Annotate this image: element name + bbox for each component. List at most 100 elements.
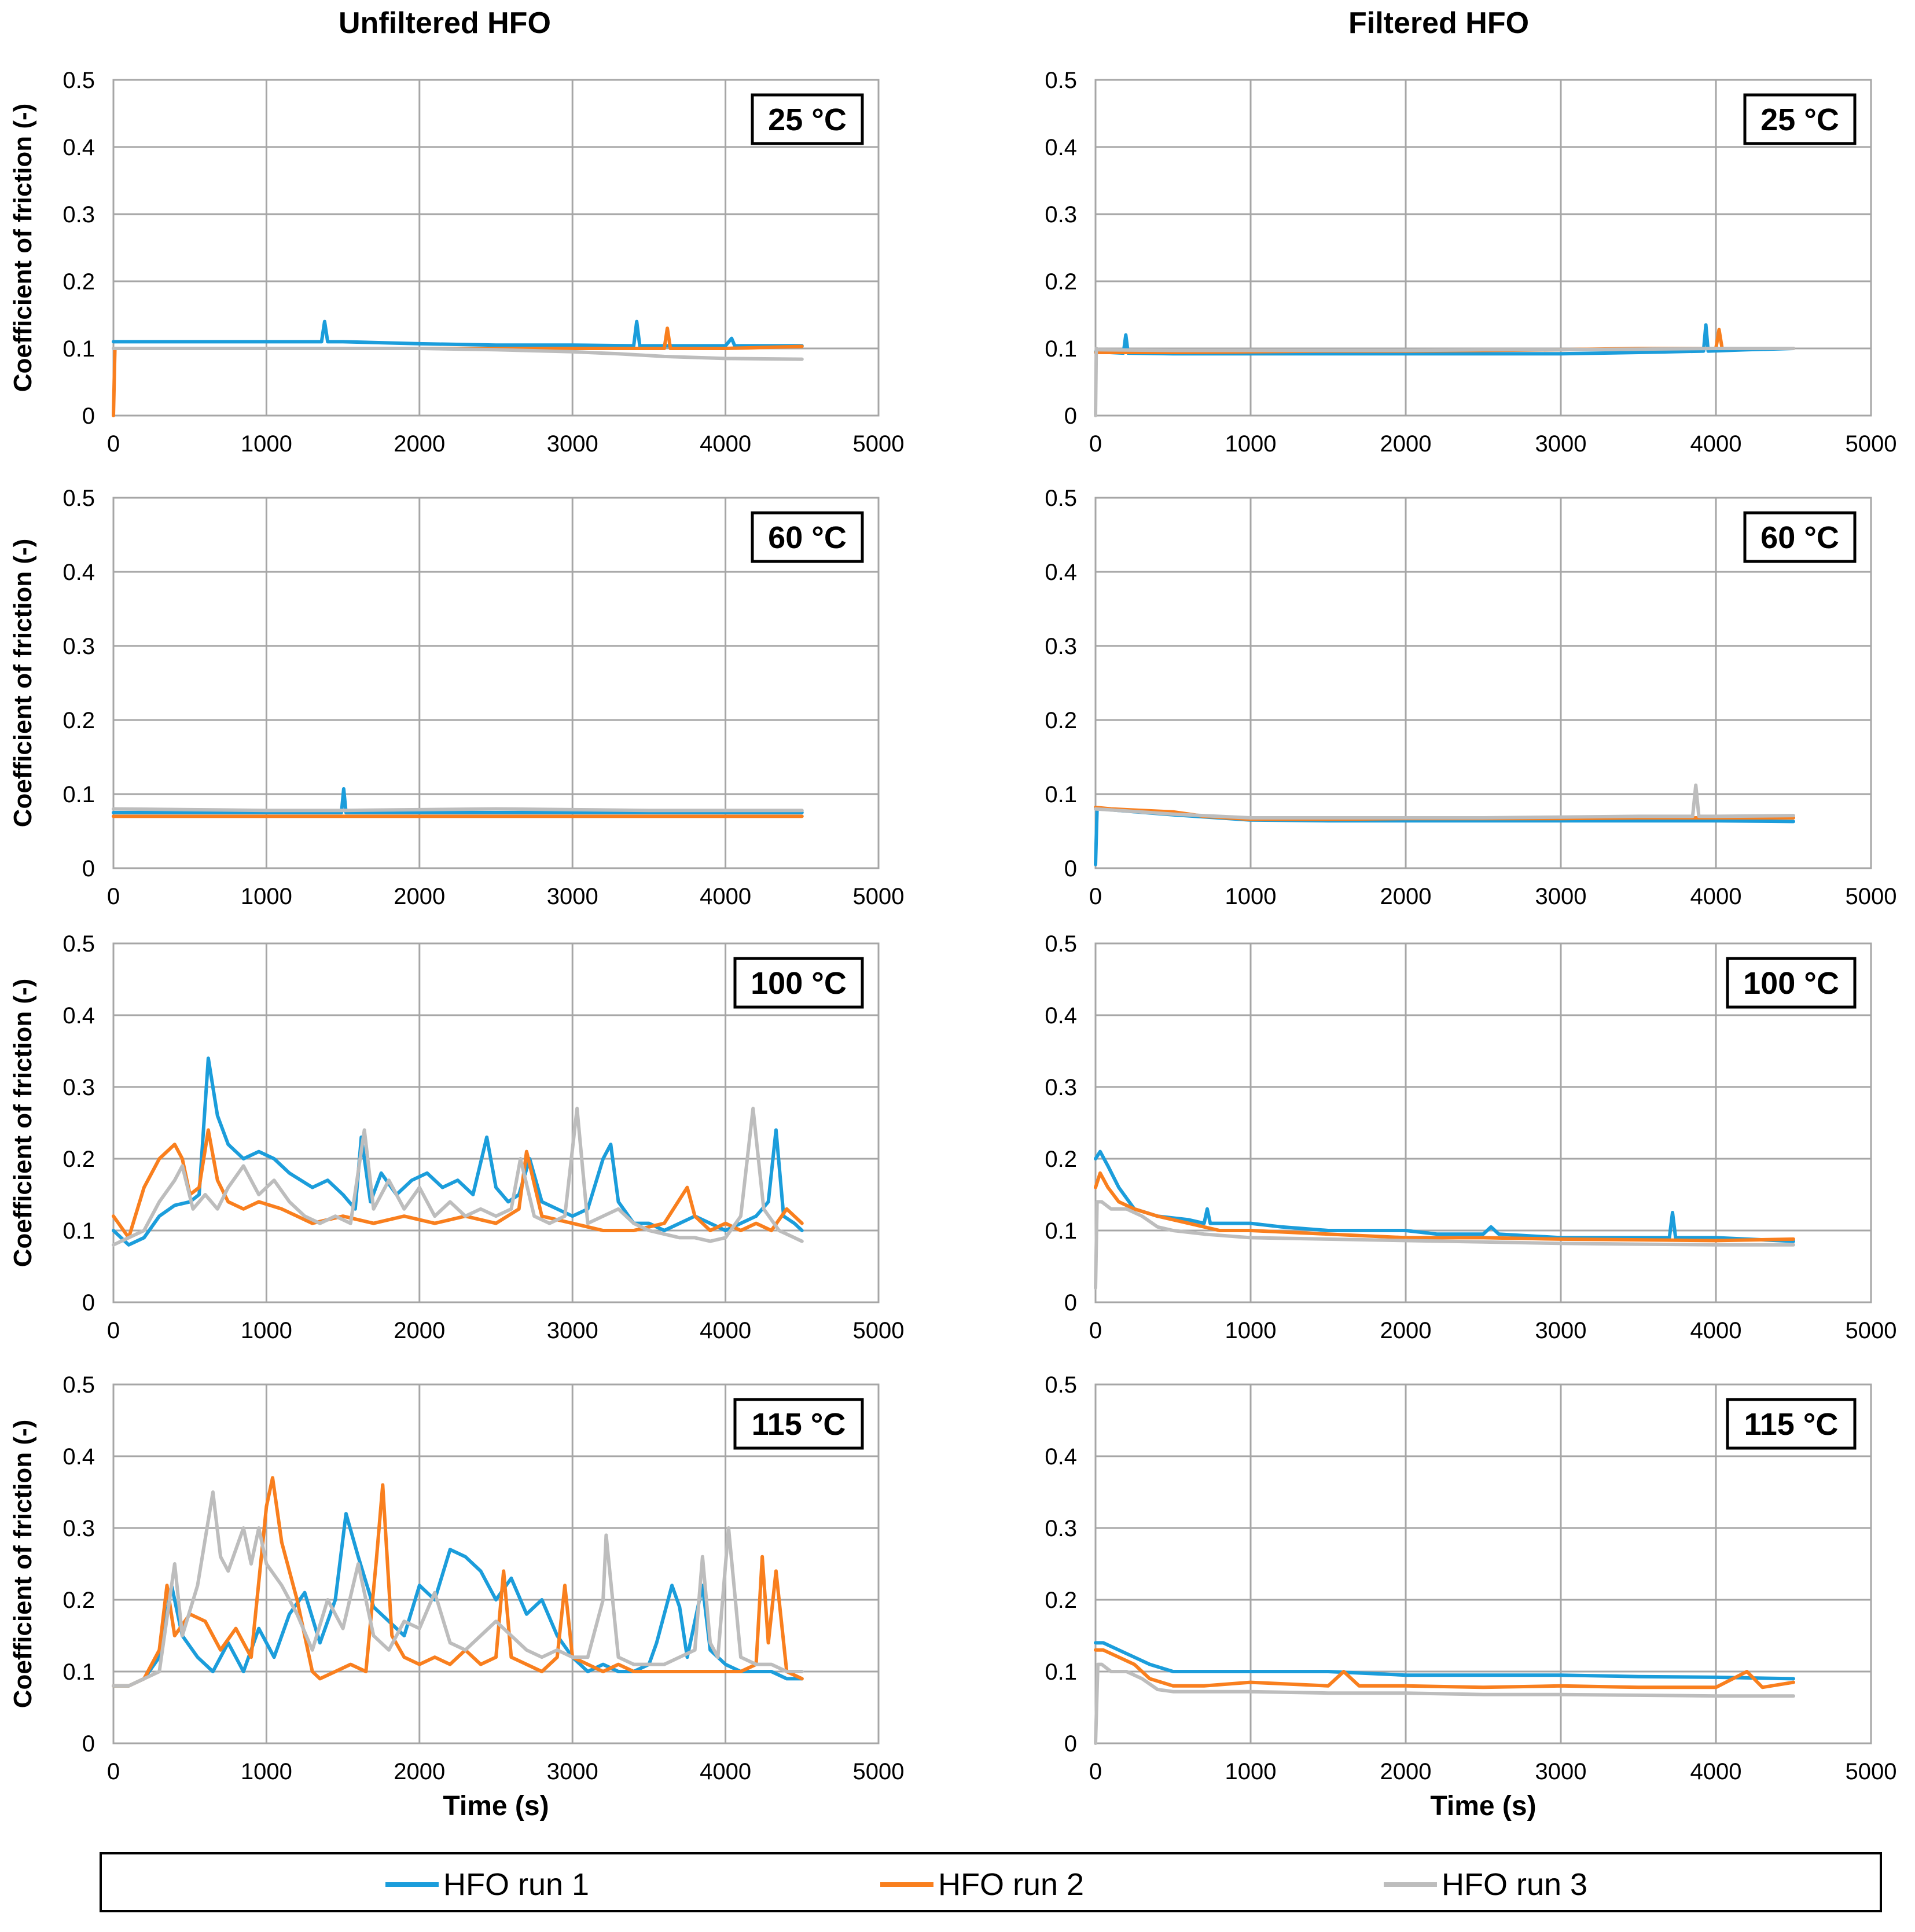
y-tick-label: 0.4 bbox=[63, 1003, 95, 1029]
y-axis-title: Coefficient of friction (-) bbox=[9, 1420, 37, 1709]
y-tick-label: 0 bbox=[82, 403, 95, 429]
x-tick-label: 0 bbox=[107, 431, 120, 457]
chart-panel-2: 0 1000 2000 3000 4000 5000 0 0.1 0.2 0.3 0.4 0.5 25 … bbox=[1045, 68, 1896, 457]
y-tick-label: 0.4 bbox=[1045, 560, 1077, 585]
x-tick-label: 2000 bbox=[394, 884, 445, 909]
y-tick-label: 0.2 bbox=[1045, 708, 1077, 733]
y-tick-label: 0.5 bbox=[63, 1372, 95, 1398]
x-tick-label: 4000 bbox=[700, 1318, 751, 1343]
temperature-label: 100 °C bbox=[1743, 966, 1839, 1001]
temperature-label: 115 °C bbox=[752, 1407, 846, 1442]
y-tick-label: 0.5 bbox=[1045, 931, 1077, 957]
y-tick-label: 0.3 bbox=[1045, 202, 1077, 227]
series-line-run-3 bbox=[1094, 1662, 1795, 1745]
temperature-badge bbox=[733, 1398, 864, 1450]
y-tick-label: 0.2 bbox=[63, 269, 95, 295]
y-tick-label: 0.3 bbox=[63, 202, 95, 227]
temperature-badge bbox=[751, 93, 864, 145]
series-line-run-3 bbox=[112, 347, 804, 361]
y-tick-label: 0.1 bbox=[1045, 336, 1077, 362]
plot-area bbox=[1094, 497, 1872, 869]
y-tick-label: 0.5 bbox=[1045, 1372, 1077, 1398]
x-tick-label: 2000 bbox=[1380, 1318, 1432, 1343]
y-tick-label: 0.5 bbox=[63, 68, 95, 93]
column-title-unfiltered: Unfiltered HFO bbox=[339, 6, 551, 40]
x-tick-label: 3000 bbox=[1535, 1318, 1587, 1343]
x-tick-label: 1000 bbox=[241, 431, 292, 457]
chart-panel-1: 0 1000 2000 3000 4000 5000 0 0.1 0.2 0.3 0.4 0.5 25 … bbox=[9, 68, 904, 457]
y-tick-label: 0 bbox=[82, 856, 95, 881]
y-tick-label: 0 bbox=[1064, 1290, 1077, 1316]
legend-swatch-run-1 bbox=[385, 1882, 439, 1887]
y-tick-label: 0.1 bbox=[63, 782, 95, 807]
x-tick-label: 5000 bbox=[1846, 1318, 1897, 1343]
chart-panel-7: 0 1000 2000 3000 4000 5000 0 0.1 0.2 0.3 0.4 0.5 115… bbox=[9, 1372, 904, 1821]
x-tick-label: 1000 bbox=[241, 1318, 292, 1343]
x-tick-label: 1000 bbox=[1225, 884, 1277, 909]
legend-label-run-1: HFO run 1 bbox=[443, 1867, 590, 1902]
x-tick-label: 4000 bbox=[700, 431, 751, 457]
y-tick-label: 0.1 bbox=[63, 336, 95, 362]
y-tick-label: 0.5 bbox=[63, 486, 95, 511]
x-tick-label: 0 bbox=[1089, 1759, 1102, 1784]
x-tick-label: 0 bbox=[107, 1318, 120, 1343]
chart-panel-3: 0 1000 2000 3000 4000 5000 0 0.1 0.2 0.3 0.4 0.5 60 … bbox=[9, 486, 904, 909]
x-tick-label: 3000 bbox=[1535, 884, 1587, 909]
temperature-label: 60 °C bbox=[1760, 520, 1839, 555]
x-axis-title: Time (s) bbox=[443, 1791, 549, 1821]
series-line-run-3 bbox=[112, 1107, 804, 1247]
y-tick-label: 0.2 bbox=[63, 708, 95, 733]
x-tick-label: 5000 bbox=[853, 884, 905, 909]
y-tick-label: 0 bbox=[1064, 856, 1077, 881]
temperature-label: 100 °C bbox=[751, 966, 847, 1001]
x-tick-label: 3000 bbox=[547, 1759, 598, 1784]
legend: HFO run 1 HFO run 2 HFO run 3 bbox=[100, 1852, 1882, 1912]
legend-swatch-run-3 bbox=[1384, 1882, 1437, 1887]
series-line-run-3 bbox=[1094, 1200, 1795, 1290]
plot-area bbox=[1094, 79, 1872, 417]
legend-item-run-3: HFO run 3 bbox=[1384, 1867, 1587, 1902]
x-tick-label: 2000 bbox=[1380, 884, 1432, 909]
y-tick-label: 0.1 bbox=[63, 1659, 95, 1685]
legend-swatch-run-2 bbox=[880, 1882, 933, 1887]
x-tick-label: 4000 bbox=[1690, 884, 1742, 909]
y-tick-label: 0.2 bbox=[63, 1588, 95, 1613]
series-line-run-1 bbox=[112, 1512, 804, 1688]
y-tick-label: 0.4 bbox=[1045, 1444, 1077, 1470]
temperature-label: 115 °C bbox=[1744, 1407, 1839, 1442]
x-tick-label: 3000 bbox=[547, 1318, 598, 1343]
x-tick-label: 1000 bbox=[241, 884, 292, 909]
x-tick-label: 1000 bbox=[1225, 431, 1277, 457]
series-line-run-3 bbox=[1094, 347, 1795, 417]
y-tick-label: 0.4 bbox=[63, 1444, 95, 1470]
x-tick-label: 0 bbox=[107, 1759, 120, 1784]
series-line-run-3 bbox=[1094, 783, 1795, 820]
temperature-badge bbox=[1743, 511, 1857, 563]
series-line-run-1 bbox=[112, 319, 804, 348]
x-tick-label: 5000 bbox=[853, 431, 905, 457]
series-line-run-1 bbox=[112, 1056, 804, 1247]
temperature-badge bbox=[1726, 957, 1857, 1009]
temperature-label: 25 °C bbox=[768, 102, 847, 137]
y-tick-label: 0.5 bbox=[1045, 68, 1077, 93]
series-line-run-2 bbox=[1094, 1648, 1795, 1689]
x-tick-label: 4000 bbox=[1690, 1759, 1742, 1784]
temperature-badge bbox=[1726, 1398, 1857, 1450]
x-tick-label: 0 bbox=[1089, 884, 1102, 909]
x-tick-label: 5000 bbox=[1846, 431, 1897, 457]
x-tick-label: 1000 bbox=[1225, 1759, 1277, 1784]
column-title-filtered: Filtered HFO bbox=[1348, 6, 1530, 40]
x-tick-label: 4000 bbox=[700, 884, 751, 909]
x-tick-label: 0 bbox=[107, 884, 120, 909]
x-tick-label: 4000 bbox=[1690, 1318, 1742, 1343]
x-tick-label: 5000 bbox=[1846, 884, 1897, 909]
y-axis-title: Coefficient of friction (-) bbox=[9, 104, 37, 392]
y-tick-label: 0.2 bbox=[1045, 269, 1077, 295]
y-tick-label: 0.4 bbox=[63, 560, 95, 585]
y-tick-label: 0.4 bbox=[1045, 1003, 1077, 1029]
x-tick-label: 4000 bbox=[1690, 431, 1742, 457]
series-line-run-1 bbox=[1094, 323, 1795, 356]
x-tick-label: 2000 bbox=[394, 1759, 445, 1784]
series-line-run-1 bbox=[1094, 1641, 1795, 1681]
